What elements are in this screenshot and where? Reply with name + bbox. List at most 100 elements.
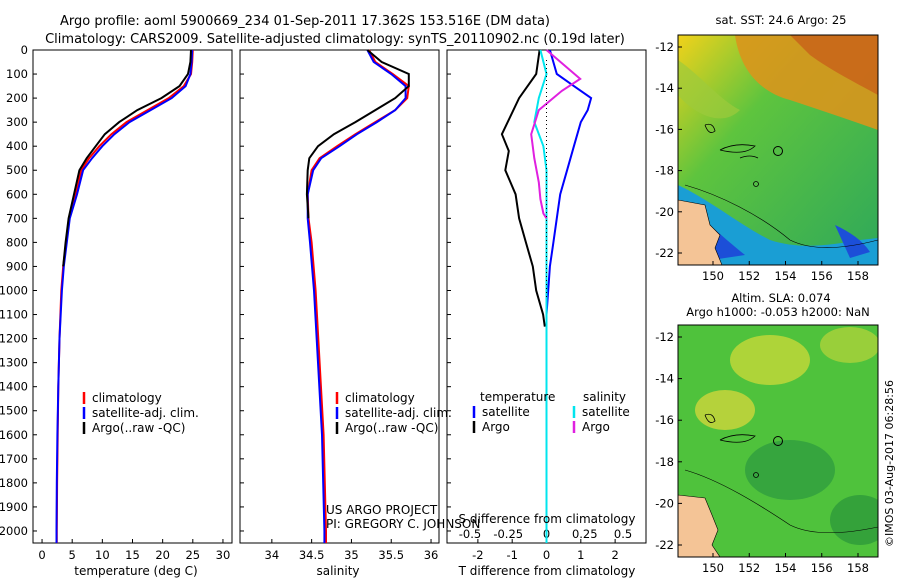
series-line-salinity-argo [530, 49, 582, 219]
map-lon-label: 154 [775, 269, 797, 283]
depth-tick-label: 400 [6, 139, 28, 153]
map-lat-label: -20 [655, 205, 674, 219]
sst-cold-patch [835, 225, 870, 258]
sla-map [678, 325, 878, 557]
series-line-temperature-argo [500, 49, 546, 327]
x-tick-label: 36 [424, 548, 439, 562]
difference-legend: temperature salinity satellite Argo sate… [472, 390, 630, 434]
s-tick-label: 0.5 [614, 527, 632, 541]
sst-hot-region [790, 35, 878, 95]
map-lat-label: -18 [655, 164, 674, 178]
x-tick-label: 25 [185, 548, 200, 562]
legend-satellite-label: satellite-adj. clim. [345, 406, 452, 420]
map-lat-label: -12 [655, 40, 674, 54]
salinity-panel: 34 34.5 35 35.5 36 [265, 49, 439, 562]
s-tick-label: -0.5 [459, 527, 481, 541]
map-lon-label: 156 [811, 269, 833, 283]
t-difference-xlabel: T difference from climatology [458, 564, 636, 578]
temperature-xlabel: temperature (deg C) [74, 564, 197, 578]
map-bottom-frame [677, 324, 879, 558]
sst-mid-region [678, 60, 740, 119]
legend-t-argo-label: Argo [482, 420, 510, 434]
map-lon-label: 154 [775, 561, 797, 575]
sla-contour [684, 469, 878, 534]
s-tick-label: -0.25 [493, 527, 523, 541]
depth-tick-label: 1900 [0, 500, 28, 514]
x-tick-label: 1 [577, 548, 584, 562]
island-marker [753, 472, 759, 478]
map-top-title: sat. SST: 24.6 Argo: 25 [716, 13, 847, 27]
series-line-satellite-adj-clim- [306, 49, 407, 543]
map-lon-label: 158 [847, 269, 869, 283]
x-tick-label: 34.5 [299, 548, 325, 562]
legend-satellite-label: satellite-adj. clim. [92, 406, 199, 420]
salinity-panel-frame [239, 49, 440, 544]
depth-tick-label: 900 [6, 259, 28, 273]
depth-tick-label: 1200 [0, 332, 28, 346]
depth-tick-label: 200 [6, 91, 28, 105]
x-tick-label: 35.5 [378, 548, 404, 562]
map-lon-label: 152 [738, 269, 760, 283]
map-lon-label: 150 [702, 269, 724, 283]
map-lat-label: -18 [655, 455, 674, 469]
x-tick-label: 0 [38, 548, 45, 562]
sst-contour [684, 184, 878, 248]
depth-tick-label: 100 [6, 67, 28, 81]
x-tick-label: 2 [611, 548, 618, 562]
sst-reef-outlines [704, 123, 759, 159]
sst-coastline [678, 199, 723, 265]
legend-s-satellite-label: satellite [582, 405, 630, 419]
series-line-argo-raw-qc- [62, 49, 192, 267]
sla-coastline [678, 494, 721, 557]
temperature-legend: climatology satellite-adj. clim. Argo(..… [82, 391, 199, 435]
credits-pi: PI: GREGORY C. JOHNSON [326, 517, 480, 531]
temperature-panel-frame [32, 49, 233, 544]
depth-tick-label: 1600 [0, 428, 28, 442]
s-tick-label: 0.25 [572, 527, 598, 541]
figure-title-line1: Argo profile: aoml 5900669_234 01-Sep-20… [60, 14, 550, 29]
sla-low-region [745, 440, 835, 500]
map-lat-label: -22 [655, 538, 674, 552]
legend-s-argo-label: Argo [582, 420, 610, 434]
sla-high-region [730, 335, 810, 385]
depth-tick-label: 1400 [0, 380, 28, 394]
argo-float-marker [773, 146, 783, 156]
depth-tick-label: 1100 [0, 308, 28, 322]
salinity-xlabel: salinity [316, 564, 359, 578]
map-lat-label: -12 [655, 330, 674, 344]
x-tick-label: 35 [344, 548, 359, 562]
legend-argo-label: Argo(..raw -QC) [92, 421, 185, 435]
x-tick-label: -1 [506, 548, 517, 562]
depth-axis: 0 100 200 300 400 500 600 700 800 900 1000 1100 1200… [0, 43, 451, 538]
legend-temperature-heading: temperature [480, 390, 555, 404]
depth-tick-label: 0 [21, 43, 28, 57]
map-lon-label: 158 [847, 561, 869, 575]
difference-panel: -2 -1 0 1 2-0.5 -0.25 0 0.25 0.5 [459, 49, 632, 562]
map-lat-label: -20 [655, 496, 674, 510]
series-line-satellite-adj-clim- [55, 49, 194, 543]
x-tick-label: 34 [265, 548, 280, 562]
map-lat-label: -16 [655, 413, 674, 427]
series-line-argo-raw-qc- [305, 49, 410, 219]
sla-reef-outlines [704, 413, 756, 443]
series-line-salinity-satellite [533, 49, 548, 543]
map-lat-label: -22 [655, 246, 674, 260]
x-tick-label: 0 [543, 548, 550, 562]
x-tick-label: 20 [155, 548, 170, 562]
x-tick-label: 5 [69, 548, 76, 562]
depth-tick-label: 1800 [0, 476, 28, 490]
legend-argo-label: Argo(..raw -QC) [345, 421, 438, 435]
sla-low-region [830, 495, 878, 545]
legend-climatology-label: climatology [92, 391, 162, 405]
depth-tick-label: 1700 [0, 452, 28, 466]
island-marker [753, 181, 759, 187]
map-lon-label: 152 [738, 561, 760, 575]
legend-climatology-label: climatology [345, 391, 415, 405]
figure-title-line2: Climatology: CARS2009. Satellite-adjuste… [45, 32, 625, 47]
depth-tick-label: 1500 [0, 404, 28, 418]
depth-tick-label: 2000 [0, 524, 28, 538]
depth-tick-label: 1300 [0, 356, 28, 370]
series-line-climatology [55, 49, 194, 543]
x-tick-label: -2 [472, 548, 483, 562]
